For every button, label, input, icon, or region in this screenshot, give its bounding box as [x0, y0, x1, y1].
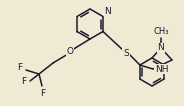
Text: N: N	[104, 6, 111, 15]
Text: CH₃: CH₃	[153, 27, 169, 36]
Text: O: O	[66, 47, 73, 56]
Text: S: S	[123, 49, 129, 57]
Text: N: N	[158, 43, 164, 52]
Text: F: F	[21, 77, 26, 86]
Text: NH: NH	[155, 64, 168, 73]
Text: F: F	[40, 89, 46, 98]
Text: F: F	[17, 63, 22, 73]
